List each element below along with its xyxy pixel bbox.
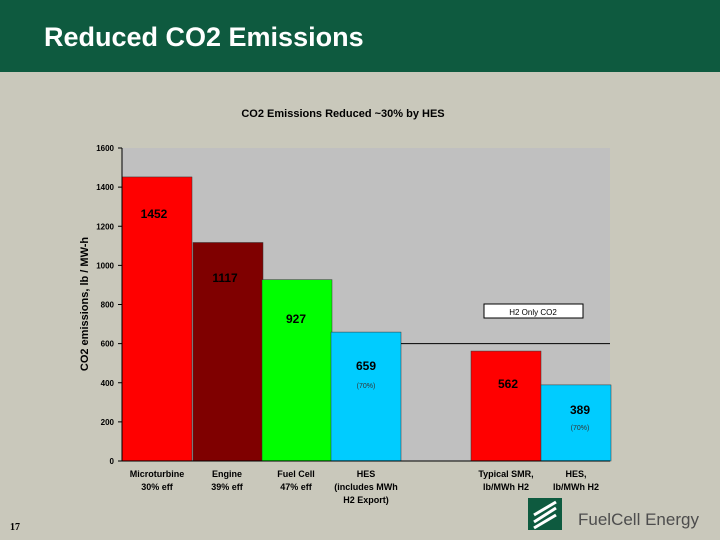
chart-title: CO2 Emissions Reduced ~30% by HES bbox=[241, 108, 444, 120]
category-label: lb/MWh H2 bbox=[553, 482, 599, 492]
y-tick-label: 1000 bbox=[96, 261, 114, 270]
annotation-box bbox=[483, 303, 584, 319]
value-label: 1117 bbox=[212, 271, 238, 285]
value-label: 1452 bbox=[141, 207, 168, 221]
co2-emissions-chart: CO2 Emissions Reduced ~30% by HES CO2 emi… bbox=[79, 108, 612, 505]
y-tick-label: 1400 bbox=[96, 183, 114, 192]
category-label: Microturbine bbox=[130, 469, 185, 479]
title-bar: Reduced CO2 Emissions bbox=[0, 0, 720, 72]
category-label: 39% eff bbox=[211, 482, 244, 492]
category-label: Engine bbox=[212, 469, 242, 479]
category-label: 30% eff bbox=[141, 482, 174, 492]
bar bbox=[192, 242, 264, 462]
bar bbox=[121, 176, 193, 462]
category-label: H2 Export) bbox=[343, 495, 389, 505]
y-tick-label: 400 bbox=[101, 379, 115, 388]
y-tick-label: 600 bbox=[101, 340, 115, 349]
value-label: 927 bbox=[286, 312, 306, 326]
bar-note: (70%) bbox=[357, 383, 376, 390]
logo-text: FuelCell Energy bbox=[578, 510, 699, 529]
fuelcell-logo-icon bbox=[528, 498, 562, 530]
value-label: 389 bbox=[570, 403, 590, 417]
category-label: 47% eff bbox=[280, 482, 313, 492]
y-tick-label: 200 bbox=[101, 418, 115, 427]
annotation-label: H2 Only CO2 bbox=[509, 308, 557, 317]
category-label: lb/MWh H2 bbox=[483, 482, 529, 492]
bar bbox=[470, 350, 542, 462]
y-axis-title: CO2 emissions, lb / MW-h bbox=[79, 237, 91, 372]
chart-container: CO2 Emissions Reduced ~30% by HES CO2 emi… bbox=[0, 72, 720, 512]
category-label: HES, bbox=[565, 469, 586, 479]
y-tick-label: 1200 bbox=[96, 222, 114, 231]
y-tick-label: 1600 bbox=[96, 144, 114, 153]
page-number: 17 bbox=[10, 522, 20, 533]
category-label: (includes MWh bbox=[334, 482, 398, 492]
value-label: 562 bbox=[498, 377, 518, 391]
category-label: Fuel Cell bbox=[277, 469, 315, 479]
category-label: HES bbox=[357, 469, 376, 479]
category-label: Typical SMR, bbox=[478, 469, 533, 479]
bar bbox=[261, 279, 333, 462]
bar bbox=[540, 384, 612, 462]
y-tick-label: 800 bbox=[101, 301, 115, 310]
y-tick-label: 0 bbox=[110, 457, 115, 466]
slide-title: Reduced CO2 Emissions bbox=[44, 22, 364, 52]
value-label: 659 bbox=[356, 359, 376, 373]
company-logo: FuelCell Energy bbox=[528, 496, 718, 536]
bar-note: (70%) bbox=[571, 425, 590, 432]
bar bbox=[330, 331, 402, 462]
